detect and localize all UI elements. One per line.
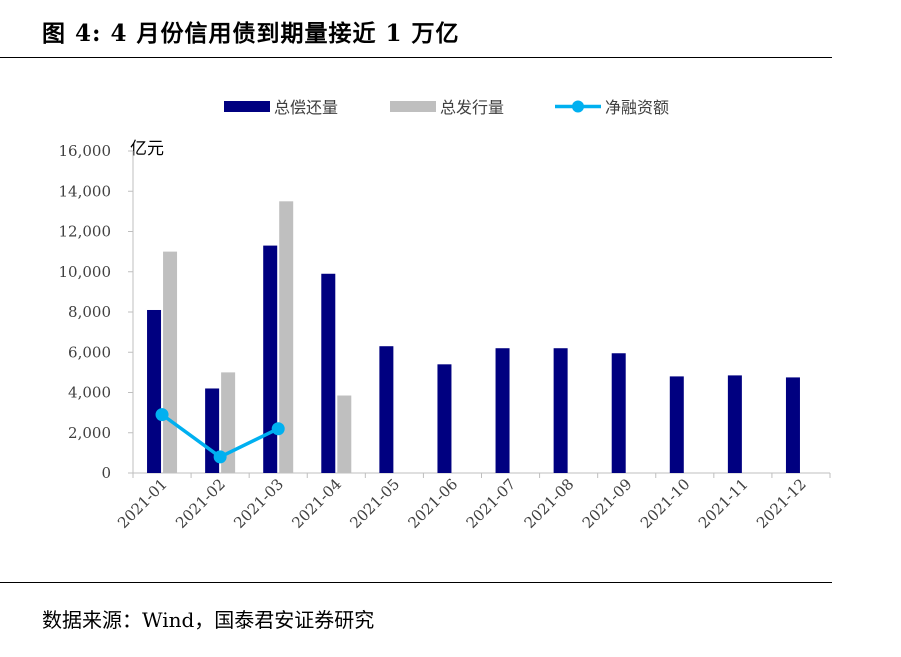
repayment-bar xyxy=(553,348,568,473)
x-tick-label: 2021-07 xyxy=(463,475,520,532)
legend-marker xyxy=(572,100,584,113)
legend-swatch xyxy=(390,101,436,112)
issuance-bar xyxy=(337,395,352,473)
legend-net-financing: 净融资额 xyxy=(555,98,669,117)
issuance-bar xyxy=(221,372,236,473)
x-tick-label: 2021-01 xyxy=(114,475,171,532)
x-tick-label: 2021-09 xyxy=(579,475,636,532)
issuance-bar xyxy=(163,251,178,473)
x-tick-label: 2021-10 xyxy=(637,475,694,532)
y-tick-label: 10,000 xyxy=(59,263,112,281)
chart: 总偿还量 总发行量 净融资额 亿元 0 2,000 4,000 6,000 8,000 10,… xyxy=(59,98,831,532)
x-tick-label: 2021-11 xyxy=(695,475,752,532)
y-tick-label: 0 xyxy=(101,464,111,482)
y-tick-label: 2,000 xyxy=(68,424,111,442)
repayment-bar xyxy=(263,245,278,473)
repayment-bar xyxy=(611,353,626,473)
y-tick-label: 8,000 xyxy=(68,303,111,321)
repayment-bar xyxy=(785,377,800,473)
title-rule xyxy=(0,57,832,58)
x-tick-label: 2021-03 xyxy=(230,475,287,532)
legend-label: 总偿还量 xyxy=(274,98,338,117)
x-tick-label: 2021-04 xyxy=(288,475,345,532)
x-tick-label: 2021-06 xyxy=(404,475,461,532)
figure-title: 图 4: 4 月份信用债到期量接近 1 万亿 xyxy=(42,20,460,47)
legend-issuance: 总发行量 xyxy=(390,98,504,117)
y-tick-label: 6,000 xyxy=(68,343,111,361)
repayment-bar xyxy=(437,364,452,473)
source-rule xyxy=(0,582,832,583)
legend-label: 净融资额 xyxy=(605,98,669,117)
x-tick-label: 2021-02 xyxy=(172,475,229,532)
repayment-bar xyxy=(495,348,510,473)
issuance-bar xyxy=(279,201,294,473)
net-financing-point xyxy=(271,422,285,436)
legend-swatch xyxy=(224,101,270,112)
y-tick-label: 14,000 xyxy=(59,182,112,200)
repayment-bar xyxy=(379,346,394,473)
net-financing-point xyxy=(155,408,169,422)
legend-label: 总发行量 xyxy=(440,98,504,117)
x-tick-label: 2021-05 xyxy=(346,475,403,532)
repayment-bar xyxy=(147,309,162,473)
repayment-bar xyxy=(669,376,684,473)
y-unit-label: 亿元 xyxy=(130,139,164,159)
x-axis: 2021-01 2021-02 2021-03 2021-04 2021-05 2021-… xyxy=(114,472,831,532)
legend: 总偿还量 总发行量 净融资额 xyxy=(224,98,669,117)
x-tick-label: 2021-12 xyxy=(753,475,810,532)
source-note: 数据来源：Wind，国泰君安证券研究 xyxy=(42,608,375,632)
y-axis: 0 2,000 4,000 6,000 8,000 10,000 12,000 14,000 1… xyxy=(59,142,134,482)
repayment-bar xyxy=(727,375,742,473)
y-tick-label: 16,000 xyxy=(59,142,112,160)
y-tick-label: 12,000 xyxy=(59,223,112,241)
repayment-bar xyxy=(321,273,336,473)
x-tick-label: 2021-08 xyxy=(521,475,578,532)
legend-repayment: 总偿还量 xyxy=(224,98,338,117)
plot-area xyxy=(147,201,800,473)
y-tick-label: 4,000 xyxy=(68,384,111,402)
net-financing-point xyxy=(213,450,227,464)
